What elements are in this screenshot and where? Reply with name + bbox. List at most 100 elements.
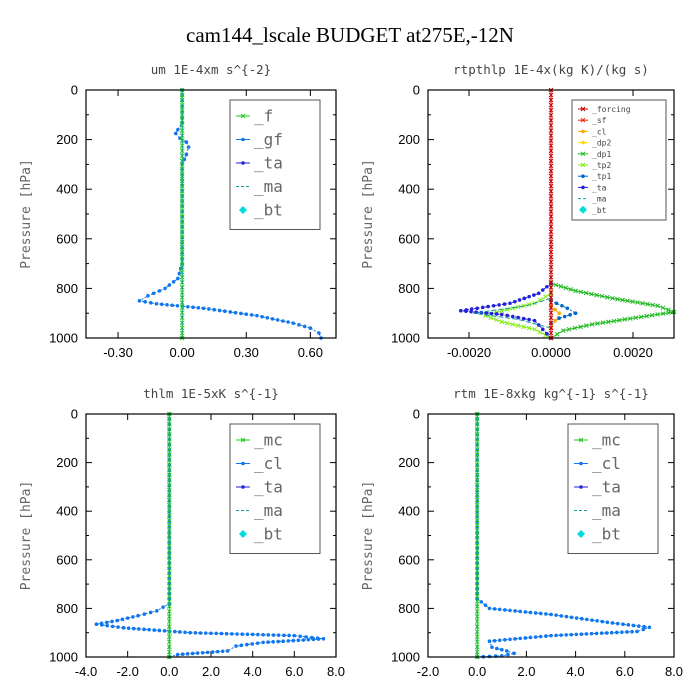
y-tick-label: 0 bbox=[71, 407, 78, 422]
y-tick-label: 200 bbox=[398, 132, 420, 147]
data-point bbox=[548, 249, 554, 255]
data-point bbox=[240, 632, 245, 636]
panel-title: um 1E-4xm s^{-2} bbox=[151, 62, 271, 77]
data-point bbox=[609, 630, 614, 635]
data-point bbox=[225, 649, 230, 653]
x-tick-label: 6.0 bbox=[616, 664, 634, 679]
data-point bbox=[291, 321, 296, 325]
chart-panel-3: thlm 1E-5xK s^{-1} Pressure [hPa] 0 200 400 6… bbox=[19, 386, 345, 679]
data-point bbox=[210, 650, 215, 654]
data-point bbox=[147, 627, 151, 632]
legend-marker-point bbox=[580, 162, 586, 168]
data-point bbox=[615, 630, 619, 635]
data-point bbox=[560, 328, 566, 333]
data-point bbox=[105, 620, 109, 625]
panel-title: thlm 1E-5xK s^{-1} bbox=[143, 386, 278, 401]
data-point bbox=[527, 294, 531, 299]
data-point bbox=[549, 612, 553, 617]
y-tick-label: 400 bbox=[398, 504, 420, 519]
data-point bbox=[276, 639, 280, 644]
legend-box bbox=[229, 99, 321, 230]
data-point bbox=[302, 324, 307, 329]
legend-marker-point bbox=[241, 461, 245, 466]
data-point bbox=[271, 633, 276, 637]
data-point bbox=[554, 331, 560, 337]
x-tick-label: 0.0020 bbox=[613, 345, 653, 360]
data-point bbox=[207, 307, 211, 311]
data-point bbox=[548, 330, 554, 336]
legend-marker-point bbox=[240, 437, 246, 443]
legend-entry: _mc bbox=[254, 431, 283, 450]
data-point bbox=[548, 254, 554, 260]
data-point bbox=[308, 326, 313, 330]
data-point bbox=[548, 118, 554, 123]
data-point bbox=[589, 291, 594, 297]
data-point bbox=[533, 611, 538, 615]
data-point bbox=[521, 316, 526, 321]
data-point bbox=[219, 631, 224, 636]
data-point bbox=[599, 293, 605, 299]
data-point bbox=[548, 300, 554, 305]
panel-title: rtpthlp 1E-4x(kg K)/(kg s) bbox=[453, 62, 649, 77]
data-point bbox=[541, 288, 545, 292]
legend-marker-point bbox=[580, 106, 586, 112]
data-point bbox=[548, 123, 554, 128]
data-point bbox=[558, 284, 564, 289]
data-point bbox=[595, 321, 600, 326]
legend-entry: _tp1 bbox=[592, 172, 611, 181]
data-point bbox=[649, 312, 655, 318]
data-point bbox=[459, 308, 463, 313]
data-point bbox=[137, 627, 141, 631]
data-point bbox=[554, 633, 558, 638]
data-point bbox=[584, 632, 589, 636]
data-point bbox=[497, 638, 502, 643]
legend-marker-point bbox=[240, 113, 246, 119]
x-tick-label: -0.30 bbox=[103, 345, 133, 360]
data-point bbox=[100, 623, 104, 627]
data-point bbox=[110, 624, 115, 629]
data-point bbox=[155, 609, 159, 613]
data-point bbox=[548, 198, 554, 204]
data-point bbox=[161, 605, 165, 609]
data-point bbox=[548, 214, 554, 219]
data-point bbox=[548, 219, 554, 224]
y-axis-label: Pressure [hPa] bbox=[19, 481, 34, 591]
data-point bbox=[493, 317, 499, 323]
x-tick-label: 0.30 bbox=[234, 345, 259, 360]
data-point bbox=[572, 325, 578, 331]
y-tick-label: 200 bbox=[56, 455, 78, 470]
data-point bbox=[620, 630, 624, 635]
data-point bbox=[487, 639, 492, 644]
data-point bbox=[506, 652, 510, 657]
data-point bbox=[548, 259, 554, 265]
data-point bbox=[599, 631, 604, 635]
chart-panels: um 1E-4xm s^{-2} Pressure [hPa] 0 200 400 600… bbox=[19, 62, 683, 679]
data-point bbox=[610, 621, 615, 625]
y-tick-label: 600 bbox=[56, 552, 78, 567]
data-point bbox=[184, 152, 189, 157]
y-tick-label: 400 bbox=[398, 182, 420, 197]
data-point bbox=[157, 289, 162, 293]
data-point bbox=[188, 630, 192, 635]
data-point bbox=[492, 607, 497, 611]
data-point bbox=[250, 632, 255, 637]
data-point bbox=[554, 301, 559, 306]
data-point bbox=[179, 219, 185, 224]
data-point bbox=[105, 623, 110, 628]
legend-entry: _ta bbox=[592, 183, 607, 192]
legend: _mc _cl _ta _ma _bt bbox=[567, 423, 659, 554]
data-point bbox=[557, 316, 561, 320]
data-point bbox=[553, 282, 559, 288]
data-point bbox=[469, 309, 473, 314]
data-point bbox=[270, 317, 275, 321]
data-point bbox=[235, 632, 239, 636]
data-point bbox=[179, 198, 185, 204]
data-point bbox=[626, 623, 631, 627]
data-point bbox=[548, 97, 554, 103]
data-point bbox=[479, 600, 484, 604]
data-point bbox=[492, 638, 497, 643]
legend-entry: _bt bbox=[254, 525, 283, 544]
legend-marker bbox=[579, 205, 587, 214]
data-point bbox=[193, 631, 198, 635]
data-point bbox=[548, 133, 554, 138]
